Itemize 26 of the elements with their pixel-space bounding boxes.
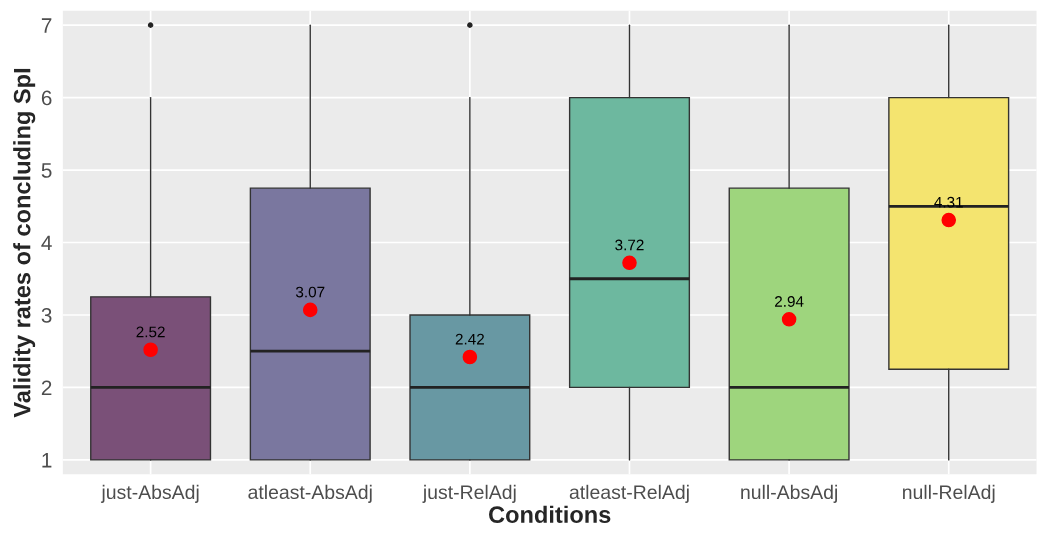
y-tick-label: 6	[41, 90, 52, 106]
y-tick-label: 5	[41, 163, 52, 178]
x-axis-title: Conditions	[489, 505, 611, 524]
x-tick-label: null-AbsAdj	[741, 484, 837, 503]
data-label: 2.42	[455, 333, 484, 345]
point	[941, 212, 957, 228]
point	[143, 342, 158, 358]
data-label: 3.72	[615, 239, 644, 251]
x-tick-label: atleast-RelAdj	[569, 484, 689, 503]
x-tick-label: atleast-AbsAdj	[248, 484, 372, 503]
y-tick-label: 3	[41, 307, 52, 323]
y-tick-label: 1	[42, 453, 52, 468]
y-tick-label: 7	[41, 18, 52, 33]
y-tick-label: 4	[41, 235, 52, 251]
data-label: 2.52	[136, 326, 165, 338]
point	[302, 302, 318, 318]
x-tick-label: just-RelAdj	[422, 484, 516, 503]
point	[781, 312, 797, 327]
point	[462, 349, 478, 365]
data-label: 2.94	[775, 296, 804, 307]
y-tick-label: 2	[41, 380, 52, 395]
x-tick-label: just-AbsAdj	[100, 484, 199, 503]
x-tick-label: null-RelAdj	[903, 484, 995, 503]
y-axis-title: Validity rates of concluding SpI	[13, 68, 36, 418]
point	[622, 255, 637, 271]
data-label: 3.07	[295, 286, 325, 298]
